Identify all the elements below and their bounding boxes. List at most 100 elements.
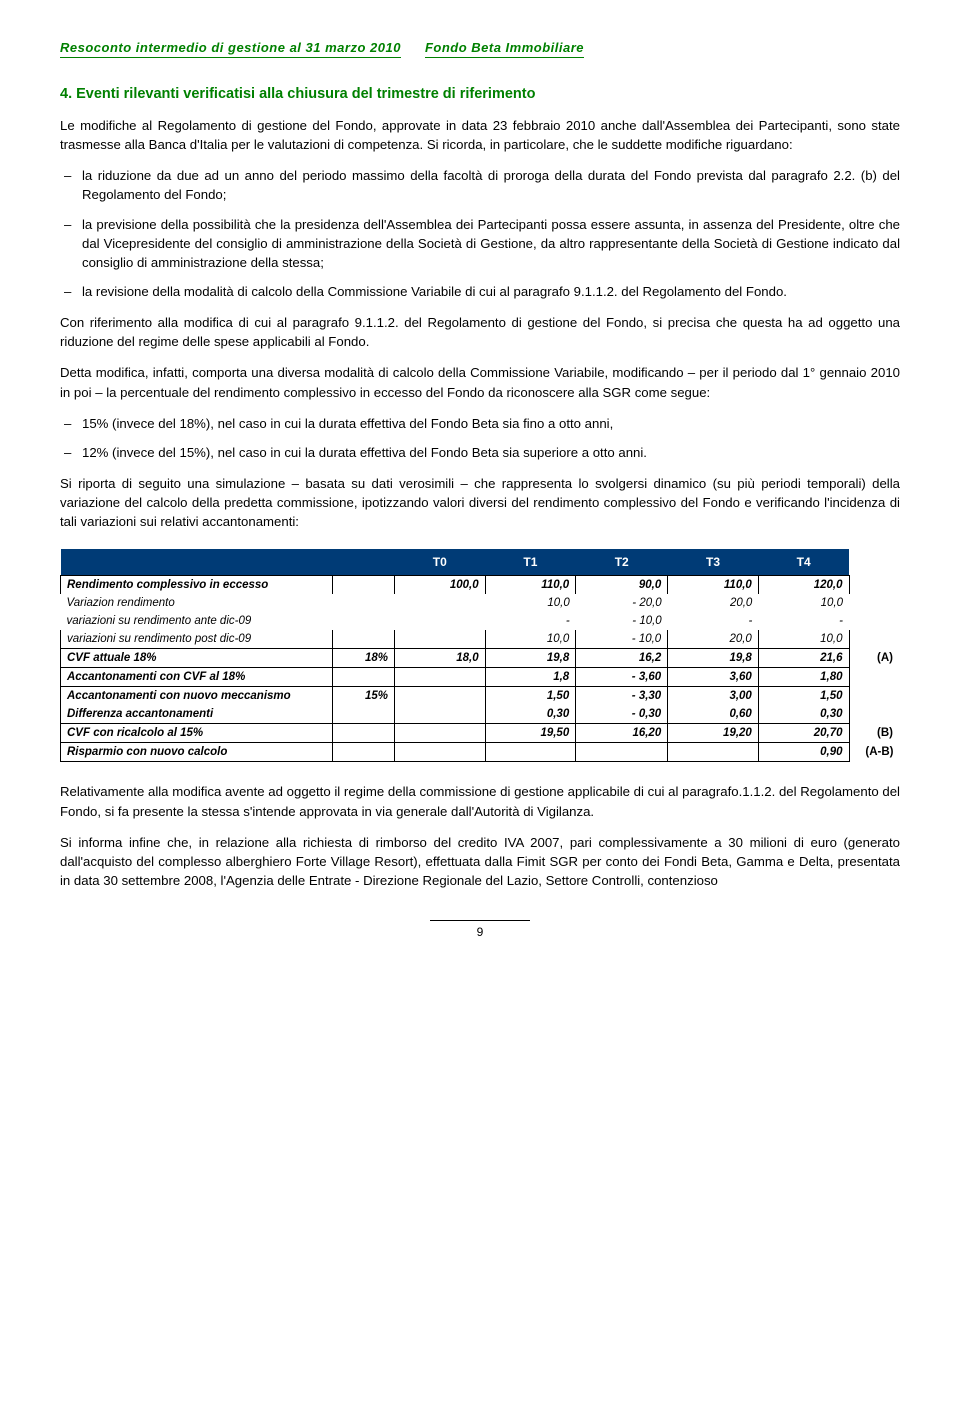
- list-item: 12% (invece del 15%), nel caso in cui la…: [60, 443, 900, 462]
- table-cell: 1,80: [758, 668, 849, 687]
- table-cell: [333, 668, 395, 687]
- table-cell: [333, 630, 395, 649]
- header-left: Resoconto intermedio di gestione al 31 m…: [60, 40, 401, 58]
- table-cell: [395, 630, 486, 649]
- table-header: T0: [395, 549, 486, 576]
- document-page: Resoconto intermedio di gestione al 31 m…: [0, 0, 960, 969]
- table-cell: [333, 612, 395, 630]
- table-cell: Accantonamenti con CVF al 18%: [61, 668, 333, 687]
- table-cell: - 3,30: [576, 687, 668, 706]
- table-cell: 1,50: [758, 687, 849, 706]
- table-cell: 3,00: [668, 687, 759, 706]
- table-cell: Accantonamenti con nuovo meccanismo: [61, 687, 333, 706]
- table-cell: 100,0: [395, 576, 486, 595]
- table-cell: 20,0: [668, 630, 759, 649]
- table-cell: CVF attuale 18%: [61, 649, 333, 668]
- table-header: [849, 549, 900, 576]
- paragraph: Si informa infine che, in relazione alla…: [60, 833, 900, 890]
- table-cell: -: [758, 612, 849, 630]
- table-cell: 120,0: [758, 576, 849, 595]
- table-cell: [333, 576, 395, 595]
- table-cell: 19,20: [668, 724, 759, 743]
- table-cell: 3,60: [668, 668, 759, 687]
- table-cell: 0,60: [668, 705, 759, 724]
- table-cell: Risparmio con nuovo calcolo: [61, 743, 333, 762]
- table-cell: [849, 705, 900, 724]
- table-header: T1: [485, 549, 576, 576]
- table-cell: 1,8: [485, 668, 576, 687]
- table-header: T3: [668, 549, 759, 576]
- table-cell: - 0,30: [576, 705, 668, 724]
- table-cell: variazioni su rendimento post dic-09: [61, 630, 333, 649]
- table-cell: 19,50: [485, 724, 576, 743]
- table-cell: [576, 743, 668, 762]
- paragraph: Con riferimento alla modifica di cui al …: [60, 313, 900, 351]
- table-cell: CVF con ricalcolo al 15%: [61, 724, 333, 743]
- table-cell: 0,30: [758, 705, 849, 724]
- table-cell: 110,0: [668, 576, 759, 595]
- table-cell: 0,30: [485, 705, 576, 724]
- table-cell: [333, 594, 395, 612]
- table-cell: [849, 668, 900, 687]
- table-header: [333, 549, 395, 576]
- table-cell: 18%: [333, 649, 395, 668]
- table-cell: [849, 612, 900, 630]
- table-cell: [668, 743, 759, 762]
- page-number: 9: [430, 920, 530, 939]
- table-cell: 90,0: [576, 576, 668, 595]
- table-cell: -: [485, 612, 576, 630]
- table-cell: [849, 687, 900, 706]
- table-cell: 20,0: [668, 594, 759, 612]
- financial-table: T0T1T2T3T4Rendimento complessivo in ecce…: [60, 549, 900, 762]
- table-cell: [333, 724, 395, 743]
- table-cell: Rendimento complessivo in eccesso: [61, 576, 333, 595]
- table-cell: [395, 724, 486, 743]
- table-cell: [849, 594, 900, 612]
- table-cell: 19,8: [485, 649, 576, 668]
- paragraph: Le modifiche al Regolamento di gestione …: [60, 116, 900, 154]
- table-cell: [333, 705, 395, 724]
- table-cell: -: [668, 612, 759, 630]
- table-cell: [395, 743, 486, 762]
- bullet-list-2: 15% (invece del 18%), nel caso in cui la…: [60, 414, 900, 462]
- table-header: [61, 549, 333, 576]
- table-cell: 15%: [333, 687, 395, 706]
- paragraph: Detta modifica, infatti, comporta una di…: [60, 363, 900, 401]
- header-right: Fondo Beta Immobiliare: [425, 40, 584, 58]
- table-cell: Variazion rendimento: [61, 594, 333, 612]
- table-cell: 10,0: [758, 630, 849, 649]
- table-cell: [395, 612, 486, 630]
- table-cell: 10,0: [485, 594, 576, 612]
- table-cell: - 10,0: [576, 612, 668, 630]
- table-cell: 10,0: [758, 594, 849, 612]
- list-item: 15% (invece del 18%), nel caso in cui la…: [60, 414, 900, 433]
- section-title: 4. Eventi rilevanti verificatisi alla ch…: [60, 86, 900, 102]
- table-cell: 1,50: [485, 687, 576, 706]
- table-cell: 21,6: [758, 649, 849, 668]
- bullet-list-1: la riduzione da due ad un anno del perio…: [60, 166, 900, 301]
- table-cell: [395, 705, 486, 724]
- table-cell: 16,2: [576, 649, 668, 668]
- table-cell: Differenza accantonamenti: [61, 705, 333, 724]
- table-cell: [395, 594, 486, 612]
- table-cell: (A): [849, 649, 900, 668]
- table-cell: [395, 687, 486, 706]
- table-cell: 0,90: [758, 743, 849, 762]
- table-cell: 20,70: [758, 724, 849, 743]
- table-cell: 110,0: [485, 576, 576, 595]
- table-cell: [849, 630, 900, 649]
- table-cell: - 10,0: [576, 630, 668, 649]
- table-cell: variazioni su rendimento ante dic-09: [61, 612, 333, 630]
- page-header: Resoconto intermedio di gestione al 31 m…: [60, 40, 900, 58]
- table-cell: 18,0: [395, 649, 486, 668]
- table-cell: (A-B): [849, 743, 900, 762]
- list-item: la revisione della modalità di calcolo d…: [60, 282, 900, 301]
- table-cell: 10,0: [485, 630, 576, 649]
- paragraph: Si riporta di seguito una simulazione – …: [60, 474, 900, 531]
- table-cell: (B): [849, 724, 900, 743]
- list-item: la riduzione da due ad un anno del perio…: [60, 166, 900, 204]
- list-item: la previsione della possibilità che la p…: [60, 215, 900, 272]
- paragraph: Relativamente alla modifica avente ad og…: [60, 782, 900, 820]
- table-header: T4: [758, 549, 849, 576]
- table-cell: [333, 743, 395, 762]
